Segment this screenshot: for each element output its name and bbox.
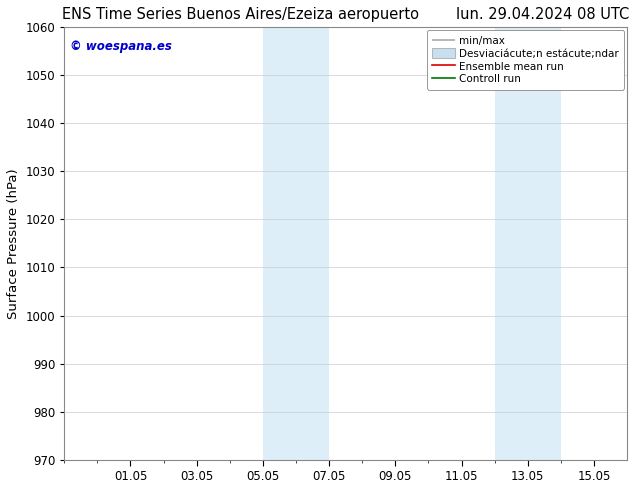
Title: ENS Time Series Buenos Aires/Ezeiza aeropuerto        lun. 29.04.2024 08 UTC: ENS Time Series Buenos Aires/Ezeiza aero… [62,7,630,22]
Legend: min/max, Desviaciácute;n estácute;ndar, Ensemble mean run, Controll run: min/max, Desviaciácute;n estácute;ndar, … [427,30,624,90]
Bar [263,27,329,460]
Bar [495,27,561,460]
Y-axis label: Surface Pressure (hPa): Surface Pressure (hPa) [7,168,20,319]
Text: © woespana.es: © woespana.es [70,40,172,53]
